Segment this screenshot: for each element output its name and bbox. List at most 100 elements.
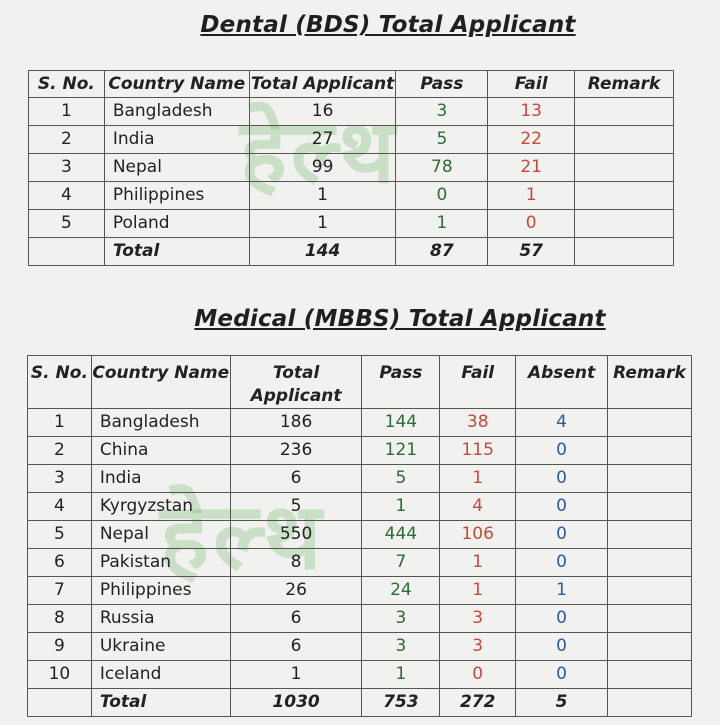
country-cell: India xyxy=(90,463,231,493)
total-cell: 5 xyxy=(229,491,363,521)
total-pass-sum: 87 xyxy=(395,237,489,266)
total-applicant-sum: 144 xyxy=(248,237,397,266)
total-cell: 26 xyxy=(229,575,363,605)
total-cell: 6 xyxy=(229,463,363,493)
remark-cell xyxy=(606,491,693,521)
header-cell: Absent xyxy=(515,355,608,409)
pass-cell: 78 xyxy=(395,153,489,182)
sno-cell: 7 xyxy=(27,575,92,605)
country-cell: Bangladesh xyxy=(103,97,250,126)
table-row: 5 Nepal 550 444 106 0 xyxy=(27,519,693,549)
table-row: 10 Iceland 1 1 0 0 xyxy=(27,659,693,689)
pass-cell: 144 xyxy=(361,407,441,437)
fail-cell: 13 xyxy=(487,97,576,126)
header-cell: Fail xyxy=(439,355,517,409)
sno-cell: 3 xyxy=(27,463,92,493)
pass-cell: 24 xyxy=(361,575,441,605)
remark-cell xyxy=(606,631,693,661)
remark-cell xyxy=(606,547,693,577)
fail-cell: 21 xyxy=(487,153,576,182)
total-cell: 236 xyxy=(229,435,363,465)
total-fail-sum: 272 xyxy=(439,687,517,717)
total-cell: 16 xyxy=(248,97,397,126)
blank-cell xyxy=(606,687,693,717)
total-cell: 99 xyxy=(248,153,397,182)
blank-cell xyxy=(28,237,105,266)
sno-cell: 10 xyxy=(27,659,92,689)
fail-cell: 3 xyxy=(439,603,517,633)
remark-cell xyxy=(574,153,674,182)
header-cell: Pass xyxy=(395,70,489,98)
sno-cell: 1 xyxy=(27,407,92,437)
table-row: 2 India 27 5 22 xyxy=(28,125,674,154)
total-row: Total 1030 753 272 5 xyxy=(27,687,693,717)
blank-cell xyxy=(27,687,92,717)
pass-cell: 5 xyxy=(361,463,441,493)
sno-cell: 8 xyxy=(27,603,92,633)
country-cell: Philippines xyxy=(103,181,250,210)
fail-cell: 1 xyxy=(439,547,517,577)
sno-cell: 2 xyxy=(28,125,105,154)
pass-cell: 1 xyxy=(395,209,489,238)
table-row: 4 Philippines 1 0 1 xyxy=(28,181,674,210)
table-row: 1 Bangladesh 16 3 13 xyxy=(28,97,674,126)
absent-cell: 0 xyxy=(515,519,608,549)
sno-cell: 6 xyxy=(27,547,92,577)
country-cell: Russia xyxy=(90,603,231,633)
country-cell: Nepal xyxy=(90,519,231,549)
dental-title: Dental (BDS) Total Applicant xyxy=(200,12,576,38)
fail-cell: 22 xyxy=(487,125,576,154)
total-cell: 1 xyxy=(229,659,363,689)
fail-cell: 3 xyxy=(439,631,517,661)
total-pass-sum: 753 xyxy=(361,687,441,717)
absent-cell: 0 xyxy=(515,603,608,633)
sno-cell: 1 xyxy=(28,97,105,126)
fail-cell: 0 xyxy=(487,209,576,238)
medical-title: Medical (MBBS) Total Applicant xyxy=(194,306,606,332)
table-row: 1 Bangladesh 186 144 38 4 xyxy=(27,407,693,437)
header-cell: S. No. xyxy=(27,355,92,409)
absent-cell: 0 xyxy=(515,463,608,493)
absent-cell: 0 xyxy=(515,491,608,521)
total-cell: 550 xyxy=(229,519,363,549)
header-cell: Remark xyxy=(606,355,693,409)
sno-cell: 5 xyxy=(28,209,105,238)
sno-cell: 4 xyxy=(27,491,92,521)
total-row: Total 144 87 57 xyxy=(28,237,674,266)
country-cell: Poland xyxy=(103,209,250,238)
total-cell: 8 xyxy=(229,547,363,577)
absent-cell: 0 xyxy=(515,435,608,465)
country-cell: Bangladesh xyxy=(90,407,231,437)
pass-cell: 121 xyxy=(361,435,441,465)
pass-cell: 5 xyxy=(395,125,489,154)
pass-cell: 3 xyxy=(395,97,489,126)
remark-cell xyxy=(606,659,693,689)
header-cell: Total Applicant xyxy=(248,70,397,98)
dental-table: S. No. Country Name Total Applicant Pass… xyxy=(28,70,674,266)
absent-cell: 0 xyxy=(515,659,608,689)
total-cell: 6 xyxy=(229,603,363,633)
fail-cell: 1 xyxy=(439,575,517,605)
absent-cell: 1 xyxy=(515,575,608,605)
blank-cell xyxy=(574,237,674,266)
total-cell: 1 xyxy=(248,181,397,210)
table-row: 7 Philippines 26 24 1 1 xyxy=(27,575,693,605)
table-row: 5 Poland 1 1 0 xyxy=(28,209,674,238)
country-cell: Kyrgyzstan xyxy=(90,491,231,521)
table-row: 6 Pakistan 8 7 1 0 xyxy=(27,547,693,577)
header-cell: S. No. xyxy=(28,70,105,98)
table-row: 4 Kyrgyzstan 5 1 4 0 xyxy=(27,491,693,521)
remark-cell xyxy=(574,97,674,126)
fail-cell: 4 xyxy=(439,491,517,521)
total-label: Total xyxy=(103,237,250,266)
pass-cell: 444 xyxy=(361,519,441,549)
sno-cell: 3 xyxy=(28,153,105,182)
remark-cell xyxy=(606,463,693,493)
sno-cell: 5 xyxy=(27,519,92,549)
fail-cell: 106 xyxy=(439,519,517,549)
fail-cell: 115 xyxy=(439,435,517,465)
fail-cell: 38 xyxy=(439,407,517,437)
table-row: 3 India 6 5 1 0 xyxy=(27,463,693,493)
total-label: Total xyxy=(90,687,231,717)
country-cell: Iceland xyxy=(90,659,231,689)
